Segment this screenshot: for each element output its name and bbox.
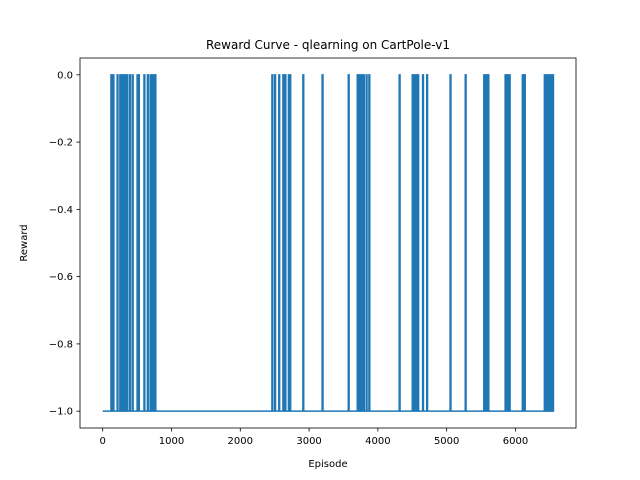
x-axis-label: Episode: [308, 459, 347, 470]
y-tick-label: −1.0: [49, 407, 73, 418]
y-axis-label: Reward: [19, 224, 30, 261]
plot-area: [102, 74, 555, 412]
y-tick-label: −0.6: [49, 272, 73, 283]
x-tick-label: 1000: [159, 436, 184, 447]
y-tick-label: 0.0: [57, 70, 73, 81]
y-tick-label: −0.4: [49, 205, 73, 216]
series-line-reward: [102, 74, 555, 412]
y-tick-label: −0.2: [49, 138, 73, 149]
x-tick-label: 2000: [228, 436, 253, 447]
plot-frame: [79, 57, 577, 429]
x-tick-label: 4000: [365, 436, 390, 447]
y-tick-label: −0.8: [49, 339, 73, 350]
x-tick-label: 6000: [503, 436, 528, 447]
x-tick-label: 3000: [296, 436, 321, 447]
y-axis: −1.0 −0.8 −0.6 −0.4 −0.2 0.0: [49, 70, 80, 418]
x-tick-label: 5000: [434, 436, 459, 447]
x-tick-label: 0: [100, 436, 106, 447]
chart-title: Reward Curve - qlearning on CartPole-v1: [206, 38, 450, 52]
x-axis: 0 1000 2000 3000 4000 5000 6000: [100, 428, 528, 447]
